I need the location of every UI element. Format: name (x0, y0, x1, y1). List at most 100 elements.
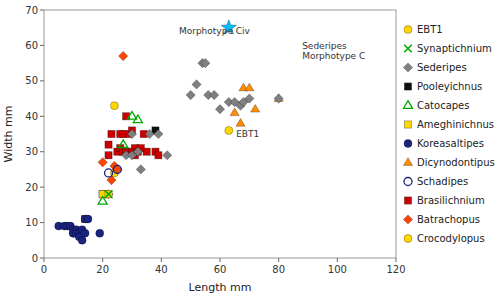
point (134, 148, 141, 155)
y-tick (40, 222, 44, 223)
series (230, 83, 283, 126)
point (81, 229, 89, 237)
point (105, 169, 113, 177)
legend-label: Dicynodontipus (417, 157, 495, 168)
legend-item: Synaptichnium (404, 43, 492, 54)
legend-item: Batrachopus (403, 214, 480, 225)
legend-marker (403, 215, 412, 224)
y-tick-label: 40 (25, 111, 38, 122)
legend-marker (404, 140, 412, 148)
point (236, 119, 245, 127)
y-tick (40, 151, 44, 152)
legend-item: EBT1 (404, 24, 443, 35)
legend-label: Synaptichnium (417, 43, 492, 54)
annotation-line: EBT1 (236, 129, 259, 139)
point (163, 151, 172, 160)
series (99, 191, 112, 198)
y-tick (40, 116, 44, 117)
point (136, 165, 145, 174)
y-tick-label: 20 (25, 182, 38, 193)
x-tick-label: 80 (272, 264, 285, 275)
series (105, 165, 122, 177)
legend-label: Pooleyichnus (417, 81, 482, 92)
y-tick-label: 0 (32, 253, 38, 264)
series (105, 190, 113, 198)
x-tick (396, 258, 397, 262)
annotation-line: Morphotype Civ (179, 26, 251, 36)
point (192, 80, 201, 89)
legend-item: Dicynodontipus (403, 157, 494, 168)
y-axis-label: Width mm (2, 106, 15, 163)
annotation-line: Morphotype C (302, 51, 365, 61)
series (98, 51, 128, 198)
point (108, 130, 115, 137)
legend-label: Koreasaltipes (417, 138, 484, 149)
legend-item: Ameghinichnus (404, 119, 494, 130)
x-tick-label: 0 (41, 264, 47, 275)
point (96, 229, 104, 237)
x-tick (220, 258, 221, 262)
annotation-line: Sederipes (302, 41, 347, 51)
x-tick-label: 120 (386, 264, 405, 275)
y-tick (40, 80, 44, 81)
x-tick (44, 258, 45, 262)
point (105, 190, 113, 198)
legend-label: Schadipes (417, 176, 468, 187)
plot-frame (44, 10, 396, 258)
point (245, 94, 254, 103)
point (84, 215, 92, 223)
point (201, 59, 210, 68)
x-tick-label: 40 (155, 264, 168, 275)
annotation: SederipesMorphotype C (302, 41, 365, 61)
x-tick-label: 60 (214, 264, 227, 275)
legend: EBT1 Synaptichnium Sederipes Pooleyichnus Ca… (403, 24, 494, 244)
chart: 020406080100120010203040506070Length mmW… (0, 0, 500, 299)
legend-label: Catocapes (417, 100, 470, 111)
annotation: EBT1 (236, 129, 259, 139)
legend-item: Crocodylopus (404, 233, 485, 244)
point (127, 129, 136, 138)
y-tick-label: 10 (25, 217, 38, 228)
point (119, 140, 128, 148)
x-axis-label: Length mm (189, 281, 252, 294)
legend-label: Batrachopus (417, 214, 480, 225)
y-tick-label: 60 (25, 40, 38, 51)
point (143, 148, 150, 155)
point (274, 94, 283, 103)
series (81, 113, 162, 223)
point (145, 129, 154, 138)
series (122, 59, 284, 174)
marks (55, 20, 284, 245)
point (104, 190, 113, 199)
legend-item: Brasilichnium (404, 195, 484, 206)
legend-item: Pooleyichnus (404, 81, 482, 92)
point (127, 111, 136, 119)
legend-marker (404, 83, 411, 90)
point (119, 51, 128, 60)
x-tick (102, 258, 103, 262)
point (155, 152, 162, 159)
point (133, 147, 142, 156)
point (230, 108, 239, 116)
x-tick (278, 258, 279, 262)
point (215, 105, 224, 114)
legend-label: Brasilichnium (417, 195, 485, 206)
legend-label: Sederipes (417, 62, 467, 73)
point (245, 83, 254, 91)
legend-marker (404, 26, 412, 34)
annotation: Morphotype Civ (179, 26, 251, 36)
point (105, 191, 112, 198)
legend-marker (404, 197, 411, 204)
point (154, 129, 163, 138)
legend-marker (404, 45, 412, 53)
point (113, 165, 122, 174)
point (225, 126, 233, 134)
x-tick (337, 258, 338, 262)
point (110, 102, 118, 110)
y-tick-label: 70 (25, 5, 38, 16)
legend-label: Crocodylopus (417, 233, 485, 244)
series (225, 126, 233, 134)
legend-item: Sederipes (403, 62, 466, 73)
point (251, 104, 260, 112)
y-tick (40, 45, 44, 46)
